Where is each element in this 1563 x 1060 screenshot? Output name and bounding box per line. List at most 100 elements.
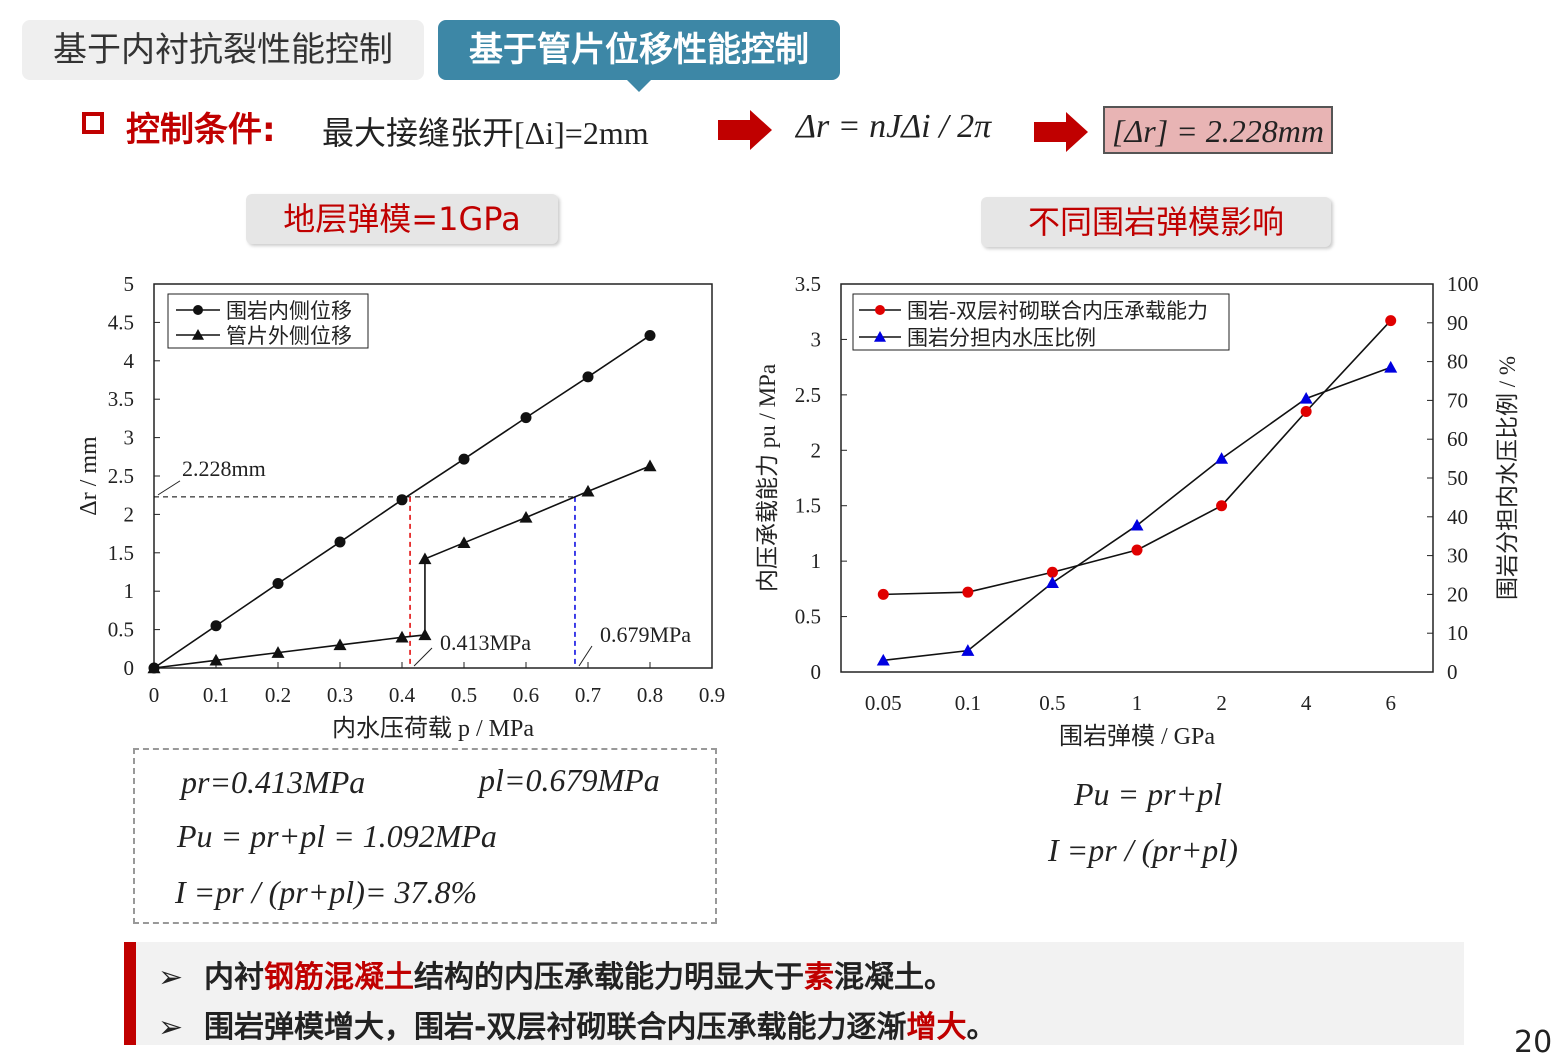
conclusion-text: 围岩弹模增大，围岩-双层衬砌联合内压承载能力逐渐	[204, 1010, 907, 1045]
y2-tick-label: 50	[1447, 466, 1468, 490]
data-point-triangle	[271, 646, 285, 658]
y2-tick-label: 10	[1447, 621, 1468, 645]
y-tick-label: 4	[124, 349, 135, 373]
x-tick-label: 0.6	[513, 683, 539, 707]
y2-tick-label: 40	[1447, 505, 1468, 529]
legend-marker	[193, 305, 203, 315]
data-point-circle	[1046, 566, 1058, 578]
y-axis-label: Δr / mm	[76, 436, 102, 516]
y-tick-label: 5	[124, 272, 135, 296]
y2-tick-label: 20	[1447, 582, 1468, 606]
data-point-circle	[334, 536, 346, 548]
conclusion-text: 。	[966, 1010, 997, 1045]
highlight-text: 素	[804, 960, 835, 995]
data-point-circle	[210, 620, 222, 632]
data-point-circle	[1131, 544, 1143, 556]
data-point-circle	[962, 586, 974, 598]
data-point-circle	[520, 412, 532, 424]
data-point-circle	[396, 494, 408, 506]
x-tick-label: 0.9	[699, 683, 725, 707]
data-point-triangle	[147, 661, 161, 674]
delta-r-formula: Δr = nJΔi / 2π	[796, 108, 992, 145]
x-tick-label: 0.4	[389, 683, 416, 707]
annotation-arrow	[157, 480, 181, 496]
data-point-circle	[272, 578, 284, 590]
y-tick-label: 0.5	[795, 605, 821, 629]
data-point-circle	[582, 371, 594, 383]
x-tick-label: 0.1	[203, 683, 229, 707]
y-tick-label: 0	[124, 656, 135, 680]
legend-marker	[192, 329, 204, 340]
legend-label: 围岩分担内水压比例	[907, 326, 1096, 350]
ratio-def-formula: I =pr / (pr+pl)	[1048, 832, 1238, 868]
x-tick-label: 0.3	[327, 683, 353, 707]
page-number: 20	[1514, 1025, 1553, 1060]
y-tick-label: 2.5	[108, 464, 134, 488]
conclusion-text: 结构的内压承载能力明显大于	[414, 960, 805, 995]
y-tick-label: 0	[811, 660, 822, 684]
pl-formula: pl=0.679MPa	[479, 762, 660, 798]
y-tick-label: 1.5	[108, 541, 134, 565]
y2-axis-label: 围岩分担内水压比例 / %	[1495, 356, 1520, 600]
data-point-triangle	[643, 459, 657, 472]
tab-segment-displacement-control[interactable]: 基于管片位移性能控制	[438, 20, 840, 80]
conclusion-panel	[124, 942, 1464, 1045]
data-point-circle	[458, 453, 470, 465]
data-point-triangle	[1299, 391, 1313, 404]
square-bullet-icon	[82, 112, 104, 134]
y2-tick-label: 80	[1447, 350, 1468, 374]
y-tick-label: 2	[124, 502, 135, 526]
x-tick-label: 0	[149, 683, 160, 707]
data-point-triangle	[418, 628, 432, 641]
y-tick-label: 4.5	[108, 310, 134, 334]
x-tick-label: 0.8	[637, 683, 663, 707]
series-line	[883, 366, 1391, 662]
x-tick-label: 0.1	[955, 691, 981, 715]
conclusion-accent-bar	[124, 942, 136, 1045]
y-tick-label: 2.5	[795, 383, 821, 407]
pr-formula: pr=0.413MPa	[181, 764, 366, 800]
data-point-triangle	[961, 644, 975, 656]
y-tick-label: 3	[124, 426, 135, 450]
highlight-text: 增大	[906, 1010, 967, 1045]
condition-text: 最大接缝张开[Δi]=2mm	[322, 115, 649, 151]
data-point-triangle	[395, 630, 409, 643]
data-point-triangle	[1384, 360, 1398, 373]
data-point-triangle	[1130, 518, 1144, 531]
y2-tick-label: 0	[1447, 660, 1458, 684]
legend-marker	[874, 331, 886, 342]
x-tick-label: 0.7	[575, 683, 601, 707]
y-tick-label: 3.5	[795, 272, 821, 296]
y-tick-label: 0.5	[108, 618, 134, 642]
data-point-triangle	[1045, 576, 1059, 588]
legend-label: 围岩-双层衬砌联合内压承载能力	[907, 299, 1208, 323]
data-point-circle	[644, 329, 656, 341]
condition-label: 控制条件:	[126, 110, 276, 150]
left-formula-box: pr=0.413MPa pl=0.679MPa Pu = pr+pl = 1.0…	[133, 748, 717, 924]
x-tick-label: 4	[1301, 691, 1312, 715]
annotation-label: 0.679MPa	[600, 622, 691, 647]
y2-tick-label: 90	[1447, 311, 1468, 335]
y-tick-label: 1	[811, 549, 822, 573]
annotation-arrow	[413, 647, 433, 667]
conclusion-text: 内衬	[204, 960, 265, 995]
conclusion-text: 混凝土。	[834, 960, 955, 995]
y-tick-label: 3	[811, 327, 822, 351]
data-point-triangle	[581, 484, 595, 497]
highlight-text: 钢筋混凝土	[264, 960, 415, 995]
active-tab-pointer	[627, 80, 651, 92]
conclusion-item-2: ➢ 围岩弹模增大，围岩-双层衬砌联合内压承载能力逐渐增大。	[158, 1002, 996, 1046]
data-point-triangle	[1215, 452, 1229, 464]
data-point-triangle	[209, 653, 223, 666]
data-point-circle	[1300, 405, 1312, 417]
tab-lining-crack-control[interactable]: 基于内衬抗裂性能控制	[22, 20, 424, 80]
pu-sum-formula: Pu = pr+pl	[1074, 776, 1223, 812]
y-tick-label: 3.5	[108, 387, 134, 411]
annotation-arrow	[578, 645, 593, 667]
right-arrow-icon	[1034, 112, 1088, 152]
y-tick-label: 2	[811, 438, 822, 462]
x-tick-label: 6	[1385, 691, 1396, 715]
arrow-bullet-icon: ➢	[158, 960, 184, 995]
data-point-triangle	[519, 510, 533, 523]
legend-label: 围岩内侧位移	[226, 299, 352, 323]
